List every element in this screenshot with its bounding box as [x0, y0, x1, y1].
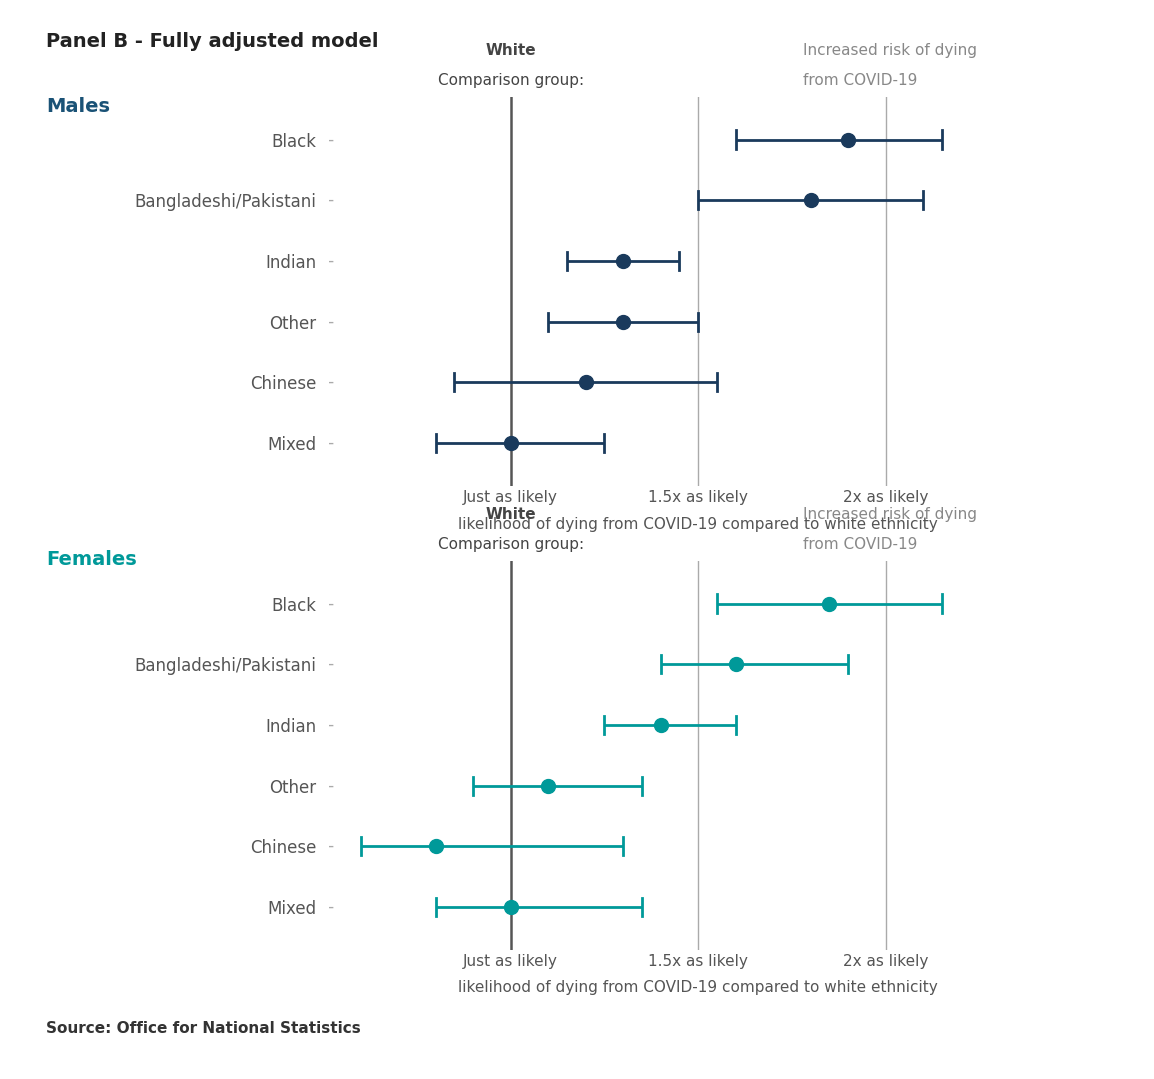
- Text: -: -: [323, 131, 335, 149]
- Text: -: -: [323, 191, 335, 209]
- Text: from COVID-19: from COVID-19: [803, 537, 917, 552]
- Text: Males: Males: [46, 97, 110, 117]
- Text: -: -: [323, 898, 335, 916]
- Text: from COVID-19: from COVID-19: [803, 73, 917, 88]
- Text: White: White: [486, 507, 535, 521]
- Text: -: -: [323, 313, 335, 330]
- Text: White: White: [486, 43, 535, 57]
- Text: -: -: [323, 837, 335, 856]
- X-axis label: likelihood of dying from COVID-19 compared to white ethnicity: likelihood of dying from COVID-19 compar…: [458, 981, 938, 996]
- Text: Comparison group:: Comparison group:: [437, 537, 584, 552]
- X-axis label: likelihood of dying from COVID-19 compared to white ethnicity: likelihood of dying from COVID-19 compar…: [458, 517, 938, 532]
- Text: Increased risk of dying: Increased risk of dying: [803, 43, 977, 57]
- Text: Females: Females: [46, 550, 137, 570]
- Text: -: -: [323, 595, 335, 613]
- Text: -: -: [323, 716, 335, 734]
- Text: -: -: [323, 252, 335, 270]
- Text: -: -: [323, 434, 335, 452]
- Text: -: -: [323, 655, 335, 673]
- Text: -: -: [323, 373, 335, 392]
- Text: Comparison group:: Comparison group:: [437, 73, 584, 88]
- Text: Source: Office for National Statistics: Source: Office for National Statistics: [46, 1021, 361, 1036]
- Text: -: -: [323, 777, 335, 794]
- Text: Panel B - Fully adjusted model: Panel B - Fully adjusted model: [46, 32, 379, 52]
- Text: Increased risk of dying: Increased risk of dying: [803, 507, 977, 521]
